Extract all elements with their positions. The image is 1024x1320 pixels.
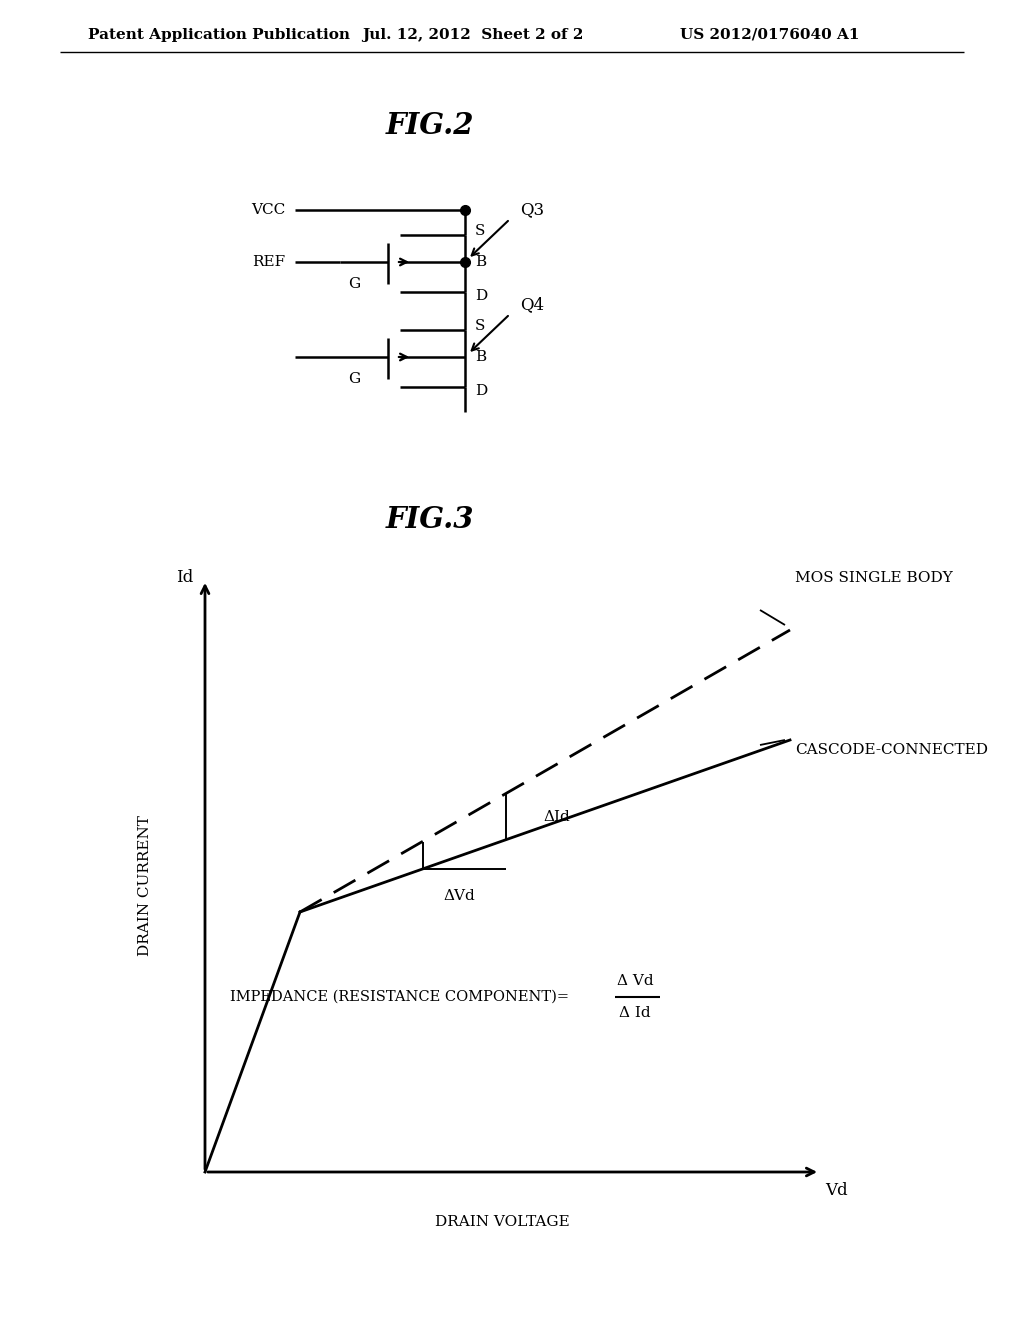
- Text: B: B: [475, 255, 486, 269]
- Text: Vd: Vd: [825, 1181, 848, 1199]
- Text: DRAIN CURRENT: DRAIN CURRENT: [138, 816, 152, 957]
- Text: Δ Id: Δ Id: [620, 1006, 651, 1020]
- Text: FIG.3: FIG.3: [386, 506, 474, 535]
- Text: B: B: [475, 350, 486, 364]
- Text: FIG.2: FIG.2: [386, 111, 474, 140]
- Text: D: D: [475, 384, 487, 399]
- Text: Δ Vd: Δ Vd: [616, 974, 653, 987]
- Text: Q3: Q3: [520, 202, 544, 219]
- Text: REF: REF: [252, 255, 285, 269]
- Text: MOS SINGLE BODY: MOS SINGLE BODY: [795, 572, 952, 585]
- Text: Jul. 12, 2012  Sheet 2 of 2: Jul. 12, 2012 Sheet 2 of 2: [362, 28, 584, 42]
- Text: Id: Id: [176, 569, 193, 586]
- Text: IMPEDANCE (RESISTANCE COMPONENT)=: IMPEDANCE (RESISTANCE COMPONENT)=: [230, 990, 569, 1005]
- Text: ΔId: ΔId: [544, 809, 570, 824]
- Text: US 2012/0176040 A1: US 2012/0176040 A1: [680, 28, 859, 42]
- Text: G: G: [348, 372, 360, 385]
- Text: DRAIN VOLTAGE: DRAIN VOLTAGE: [435, 1214, 570, 1229]
- Text: G: G: [348, 277, 360, 290]
- Text: ΔVd: ΔVd: [443, 888, 475, 903]
- Text: Q4: Q4: [520, 297, 544, 314]
- Text: D: D: [475, 289, 487, 304]
- Text: S: S: [475, 224, 485, 238]
- Text: Patent Application Publication: Patent Application Publication: [88, 28, 350, 42]
- Text: S: S: [475, 319, 485, 333]
- Text: CASCODE-CONNECTED: CASCODE-CONNECTED: [795, 743, 988, 756]
- Text: VCC: VCC: [251, 203, 285, 216]
